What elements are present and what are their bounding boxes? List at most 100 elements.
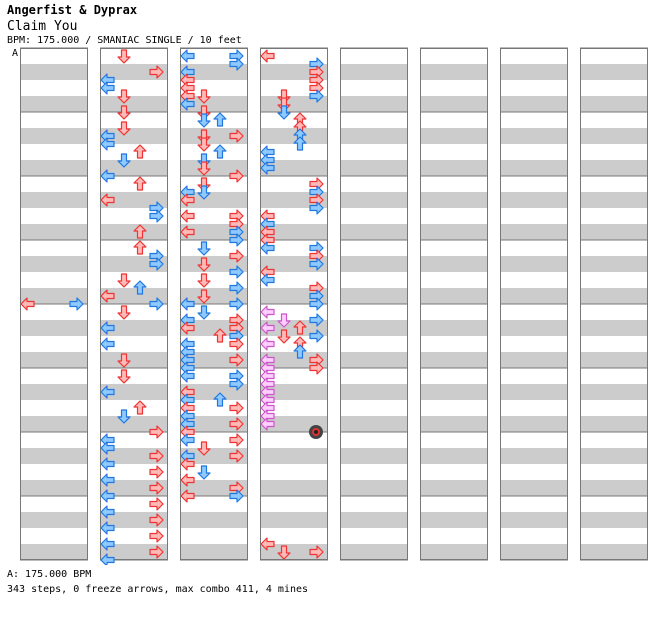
step-arrow-left bbox=[100, 289, 115, 303]
beat-band bbox=[100, 544, 168, 560]
step-arrow-left bbox=[100, 81, 115, 95]
step-arrow-up bbox=[133, 144, 147, 159]
step-arrow-left bbox=[100, 169, 115, 183]
beat-band bbox=[20, 192, 88, 208]
step-arrow-left bbox=[260, 305, 275, 319]
beat-band bbox=[260, 224, 328, 240]
step-arrow-left bbox=[100, 137, 115, 151]
beat-band bbox=[260, 448, 328, 464]
beat-band bbox=[500, 128, 568, 144]
step-arrow-right bbox=[309, 361, 324, 375]
beat-band bbox=[340, 256, 408, 272]
step-arrow-right bbox=[309, 257, 324, 271]
beat-band bbox=[580, 128, 648, 144]
beat-band bbox=[500, 448, 568, 464]
beat-band bbox=[340, 416, 408, 432]
step-arrow-right bbox=[69, 297, 84, 311]
beat-band bbox=[20, 128, 88, 144]
step-arrow-right bbox=[149, 529, 164, 543]
beat-band bbox=[20, 96, 88, 112]
beat-band bbox=[500, 320, 568, 336]
step-arrow-left bbox=[260, 273, 275, 287]
chart-column bbox=[260, 47, 328, 561]
beat-band bbox=[500, 416, 568, 432]
beat-band bbox=[500, 384, 568, 400]
step-arrow-down bbox=[197, 257, 211, 272]
step-arrow-right bbox=[149, 513, 164, 527]
step-arrow-down bbox=[117, 353, 131, 368]
beat-band bbox=[20, 160, 88, 176]
beat-band bbox=[580, 352, 648, 368]
step-arrow-down bbox=[277, 105, 291, 120]
beat-band bbox=[100, 480, 168, 496]
beat-band bbox=[100, 192, 168, 208]
step-arrow-left bbox=[180, 473, 195, 487]
beat-band bbox=[180, 352, 248, 368]
beat-band bbox=[580, 384, 648, 400]
beat-band bbox=[580, 224, 648, 240]
step-arrow-up bbox=[213, 328, 227, 343]
step-arrow-right bbox=[309, 89, 324, 103]
step-arrow-right bbox=[309, 297, 324, 311]
beat-band bbox=[20, 544, 88, 560]
step-arrow-right bbox=[229, 433, 244, 447]
step-arrow-left bbox=[180, 97, 195, 111]
step-arrow-right bbox=[229, 353, 244, 367]
step-arrow-left bbox=[260, 49, 275, 63]
chart-column bbox=[580, 47, 648, 561]
step-arrow-left bbox=[260, 321, 275, 335]
step-arrow-left bbox=[260, 537, 275, 551]
step-arrow-left bbox=[260, 417, 275, 431]
step-arrow-right bbox=[149, 481, 164, 495]
step-arrow-right bbox=[229, 401, 244, 415]
beat-band bbox=[340, 224, 408, 240]
beat-band bbox=[100, 96, 168, 112]
beat-band bbox=[420, 544, 488, 560]
step-arrow-right bbox=[149, 497, 164, 511]
beat-band bbox=[180, 288, 248, 304]
step-arrow-right bbox=[149, 425, 164, 439]
beat-band bbox=[340, 160, 408, 176]
step-arrow-up bbox=[213, 144, 227, 159]
step-arrow-right bbox=[309, 329, 324, 343]
step-arrow-right bbox=[229, 449, 244, 463]
column-border bbox=[420, 48, 488, 560]
beat-band bbox=[180, 480, 248, 496]
beat-band bbox=[260, 320, 328, 336]
step-arrow-down bbox=[197, 137, 211, 152]
beat-band bbox=[420, 416, 488, 432]
beat-band bbox=[20, 480, 88, 496]
step-arrow-right bbox=[229, 129, 244, 143]
beat-band bbox=[180, 544, 248, 560]
beat-band bbox=[420, 64, 488, 80]
beat-band bbox=[100, 64, 168, 80]
step-arrow-left bbox=[180, 321, 195, 335]
beat-band bbox=[420, 512, 488, 528]
step-arrow-left bbox=[100, 473, 115, 487]
beat-band bbox=[260, 64, 328, 80]
step-arrow-right bbox=[229, 297, 244, 311]
beat-band bbox=[260, 352, 328, 368]
artist-title: Angerfist & Dyprax bbox=[7, 3, 138, 17]
beat-band bbox=[20, 256, 88, 272]
step-arrow-right bbox=[309, 201, 324, 215]
step-arrow-right bbox=[309, 313, 324, 327]
beat-band bbox=[260, 384, 328, 400]
chart-column bbox=[500, 47, 568, 561]
beat-band bbox=[420, 352, 488, 368]
step-arrow-left bbox=[180, 209, 195, 223]
step-arrow-down bbox=[117, 153, 131, 168]
beat-band bbox=[180, 64, 248, 80]
chart-column bbox=[180, 47, 248, 561]
beat-band bbox=[100, 384, 168, 400]
beat-band bbox=[420, 256, 488, 272]
chart-column bbox=[340, 47, 408, 561]
step-arrow-left bbox=[100, 193, 115, 207]
step-arrow-up bbox=[213, 392, 227, 407]
step-arrow-up bbox=[133, 400, 147, 415]
step-arrow-right bbox=[229, 265, 244, 279]
step-arrow-right bbox=[229, 57, 244, 71]
beat-band bbox=[340, 288, 408, 304]
step-arrow-right bbox=[229, 233, 244, 247]
beat-band bbox=[180, 448, 248, 464]
